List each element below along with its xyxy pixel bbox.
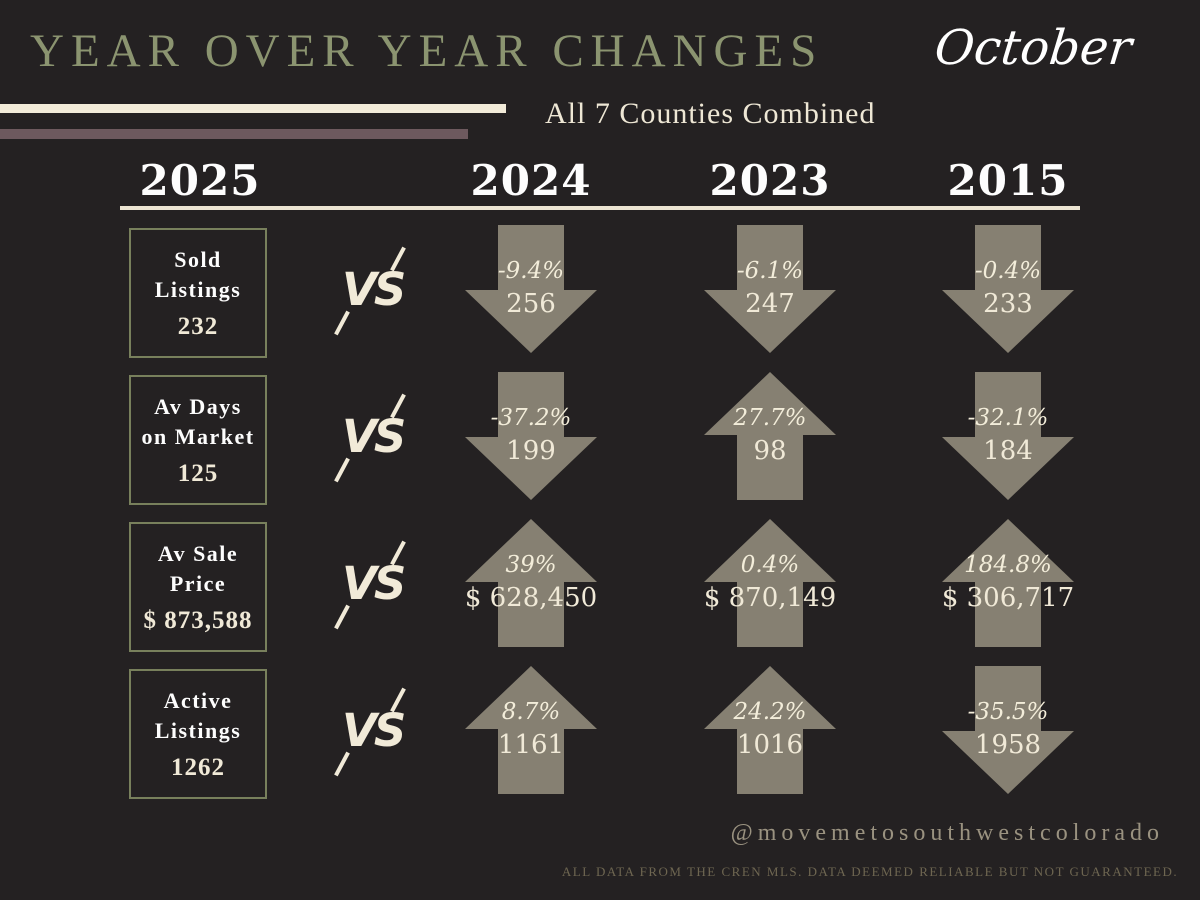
percent-change: 39% bbox=[505, 552, 557, 578]
metric-label: Av Days on Market bbox=[141, 394, 255, 449]
percent-change: -6.1% bbox=[736, 258, 804, 284]
yoy-cell-price-2015: 184.8% $ 306,717 bbox=[942, 519, 1074, 647]
year-value: 1161 bbox=[497, 730, 565, 760]
metric-value: 1262 bbox=[171, 753, 225, 781]
year-column-header-2023: 2023 bbox=[709, 156, 831, 205]
metric-label: Active Listings bbox=[154, 688, 242, 743]
year-column-header-2015: 2015 bbox=[947, 156, 1069, 205]
metric-label: Sold Listings bbox=[154, 247, 242, 302]
cell-text: 27.7% 98 bbox=[660, 402, 880, 468]
percent-change: 0.4% bbox=[740, 552, 800, 578]
cell-text: -35.5% 1958 bbox=[898, 696, 1118, 762]
metric-value: $ 873,588 bbox=[143, 606, 253, 634]
percent-change: -32.1% bbox=[967, 405, 1049, 431]
header-underline bbox=[120, 206, 1080, 210]
vs-label: VS bbox=[342, 557, 406, 610]
year-column-header-2025: 2025 bbox=[139, 156, 261, 205]
year-value: 1958 bbox=[974, 730, 1042, 760]
cell-text: -9.4% 256 bbox=[421, 255, 641, 321]
percent-change: 24.2% bbox=[733, 699, 807, 725]
cell-text: 39% $ 628,450 bbox=[421, 549, 641, 615]
year-value: $ 306,717 bbox=[941, 583, 1075, 613]
percent-change: -35.5% bbox=[967, 699, 1049, 725]
disclaimer-text: ALL DATA FROM THE CREN MLS. DATA DEEMED … bbox=[561, 864, 1179, 879]
month-label: October bbox=[932, 20, 1135, 76]
yoy-cell-days-2015: -32.1% 184 bbox=[942, 372, 1074, 500]
yoy-cell-sold-2023: -6.1% 247 bbox=[704, 225, 836, 353]
page-title: YEAR OVER YEAR CHANGES bbox=[30, 25, 824, 77]
vs-label: VS bbox=[342, 410, 406, 463]
cell-text: 24.2% 1016 bbox=[660, 696, 880, 762]
year-value: 256 bbox=[506, 289, 556, 319]
percent-change: -37.2% bbox=[490, 405, 572, 431]
percent-change: 27.7% bbox=[733, 405, 807, 431]
vs-mark: VS bbox=[334, 687, 406, 777]
metric-box-av-sale-price: Av Sale Price $ 873,588 bbox=[129, 522, 267, 652]
cell-text: 184.8% $ 306,717 bbox=[898, 549, 1118, 615]
cell-text: 0.4% $ 870,149 bbox=[660, 549, 880, 615]
cell-text: 8.7% 1161 bbox=[421, 696, 641, 762]
metric-value: 125 bbox=[177, 459, 219, 487]
yoy-cell-sold-2024: -9.4% 256 bbox=[465, 225, 597, 353]
instagram-handle: @movemetosouthwestcolorado bbox=[730, 820, 1164, 846]
metric-label: Av Sale Price bbox=[157, 541, 239, 596]
cell-text: -0.4% 233 bbox=[898, 255, 1118, 321]
year-value: $ 870,149 bbox=[703, 583, 837, 613]
vs-mark: VS bbox=[334, 393, 406, 483]
year-value: $ 628,450 bbox=[464, 583, 598, 613]
metric-box-sold-listings: Sold Listings 232 bbox=[129, 228, 267, 358]
metric-box-av-days-on-market: Av Days on Market 125 bbox=[129, 375, 267, 505]
metric-box-active-listings: Active Listings 1262 bbox=[129, 669, 267, 799]
yoy-cell-price-2023: 0.4% $ 870,149 bbox=[704, 519, 836, 647]
yoy-cell-days-2023: 27.7% 98 bbox=[704, 372, 836, 500]
cell-text: -32.1% 184 bbox=[898, 402, 1118, 468]
vs-mark: VS bbox=[334, 540, 406, 630]
percent-change: 8.7% bbox=[501, 699, 561, 725]
year-column-header-2024: 2024 bbox=[470, 156, 592, 205]
vs-label: VS bbox=[342, 263, 406, 316]
year-value: 199 bbox=[506, 436, 556, 466]
cell-text: -6.1% 247 bbox=[660, 255, 880, 321]
subtitle: All 7 Counties Combined bbox=[545, 97, 876, 130]
year-value: 247 bbox=[745, 289, 795, 319]
yoy-cell-active-2015: -35.5% 1958 bbox=[942, 666, 1074, 794]
percent-change: -9.4% bbox=[497, 258, 565, 284]
year-value: 98 bbox=[753, 436, 787, 466]
year-value: 1016 bbox=[736, 730, 804, 760]
vs-mark: VS bbox=[334, 246, 406, 336]
yoy-cell-sold-2015: -0.4% 233 bbox=[942, 225, 1074, 353]
percent-change: -0.4% bbox=[974, 258, 1042, 284]
year-value: 184 bbox=[983, 436, 1033, 466]
yoy-cell-price-2024: 39% $ 628,450 bbox=[465, 519, 597, 647]
cream-divider-line bbox=[0, 104, 506, 113]
metric-value: 232 bbox=[177, 312, 219, 340]
cell-text: -37.2% 199 bbox=[421, 402, 641, 468]
year-value: 233 bbox=[983, 289, 1033, 319]
yoy-cell-days-2024: -37.2% 199 bbox=[465, 372, 597, 500]
percent-change: 184.8% bbox=[964, 552, 1052, 578]
mauve-divider-line bbox=[0, 129, 468, 139]
yoy-cell-active-2024: 8.7% 1161 bbox=[465, 666, 597, 794]
vs-label: VS bbox=[342, 704, 406, 757]
yoy-cell-active-2023: 24.2% 1016 bbox=[704, 666, 836, 794]
